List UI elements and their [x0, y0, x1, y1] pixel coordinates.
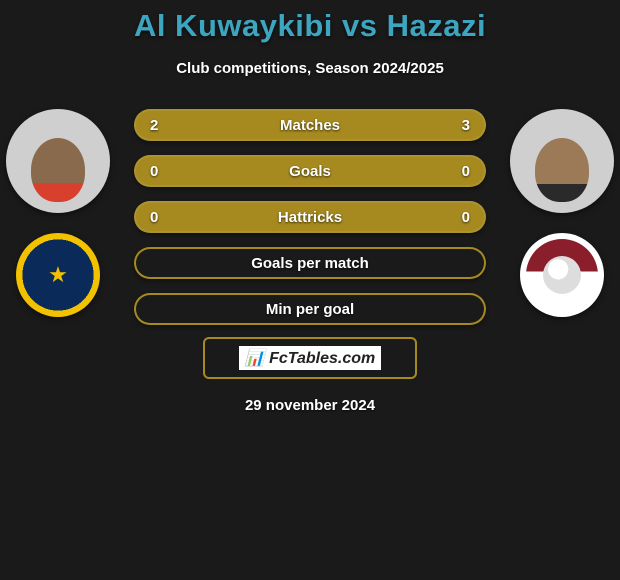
- stat-right-value: 0: [446, 209, 470, 226]
- stat-bar: Min per goal: [134, 293, 486, 325]
- stat-right-value: 0: [446, 163, 470, 180]
- stat-label: Goals: [289, 163, 331, 180]
- stat-bar: 2 Matches 3: [134, 109, 486, 141]
- stat-bar: 0 Goals 0: [134, 155, 486, 187]
- right-player-column: [510, 109, 614, 317]
- stat-bars: 2 Matches 3 0 Goals 0 0 Hattricks 0 Goals per mat…: [134, 109, 486, 325]
- left-player-avatar: [6, 109, 110, 213]
- stat-label: Min per goal: [266, 301, 354, 318]
- avatar-placeholder-icon: [31, 138, 85, 202]
- stat-left-value: 2: [150, 117, 174, 134]
- comparison-body: ★ 2 Matches 3 0 Goals 0 0 Hattricks 0 Goals per m…: [0, 109, 620, 325]
- stat-left-value: 0: [150, 163, 174, 180]
- stat-left-value: 0: [150, 209, 174, 226]
- right-club-badge: [520, 233, 604, 317]
- stat-label: Goals per match: [251, 255, 369, 272]
- right-player-avatar: [510, 109, 614, 213]
- stat-label: Hattricks: [278, 209, 342, 226]
- brand-label: 📊 FcTables.com: [239, 346, 381, 370]
- left-player-column: ★: [6, 109, 110, 317]
- ball-icon: [543, 256, 581, 294]
- stat-bar: Goals per match: [134, 247, 486, 279]
- star-icon: ★: [48, 262, 68, 288]
- stat-right-value: 3: [446, 117, 470, 134]
- stat-label: Matches: [280, 117, 340, 134]
- avatar-placeholder-icon: [535, 138, 589, 202]
- date-label: 29 november 2024: [0, 397, 620, 414]
- brand-box[interactable]: 📊 FcTables.com: [203, 337, 417, 379]
- comparison-card: Al Kuwaykibi vs Hazazi Club competitions…: [0, 0, 620, 414]
- chart-icon: 📊: [245, 350, 265, 367]
- page-subtitle: Club competitions, Season 2024/2025: [0, 60, 620, 77]
- left-club-badge: ★: [16, 233, 100, 317]
- stat-bar: 0 Hattricks 0: [134, 201, 486, 233]
- page-title: Al Kuwaykibi vs Hazazi: [0, 8, 620, 44]
